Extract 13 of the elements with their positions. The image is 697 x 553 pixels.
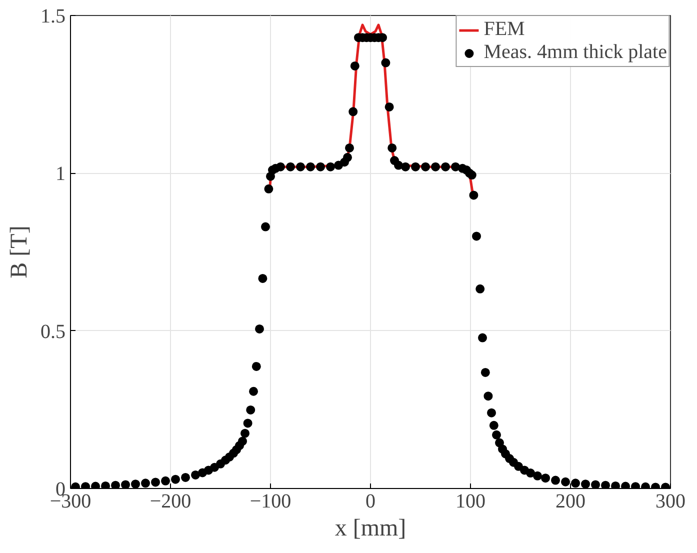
x-tick-label: 300: [656, 490, 686, 512]
x-tick-label: 200: [556, 490, 586, 512]
x-tick-label: 0: [366, 490, 376, 512]
legend-label: FEM: [484, 18, 525, 41]
x-tick-label: 100: [456, 490, 486, 512]
x-tick-label: −200: [150, 490, 192, 512]
y-tick-label: 0.5: [40, 320, 66, 343]
y-tick-label: 1.5: [40, 6, 66, 28]
y-tick-label: 1: [56, 163, 66, 186]
x-tick-label: −100: [250, 490, 292, 512]
x-axis-title: x [mm]: [334, 516, 406, 542]
y-axis-title: B [T]: [6, 226, 32, 278]
legend-label: Meas. 4mm thick plate: [484, 41, 667, 64]
